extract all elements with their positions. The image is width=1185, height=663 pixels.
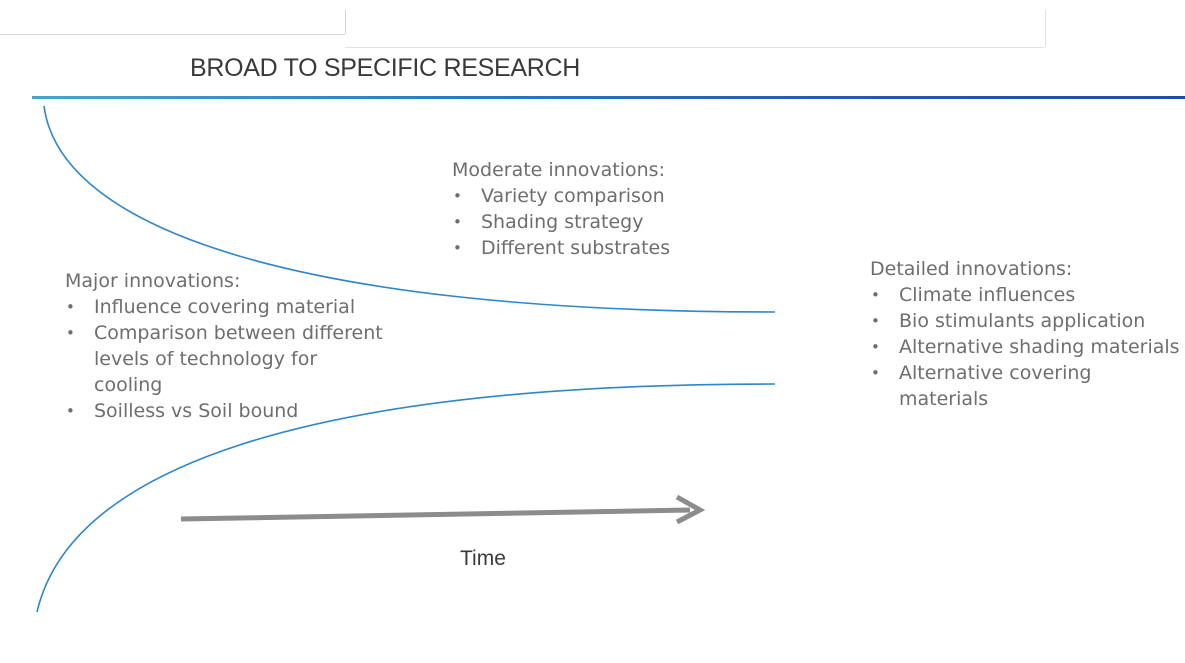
title-underline — [32, 96, 1185, 99]
moderate-innovations-list: Variety comparison Shading strategy Diff… — [452, 183, 712, 261]
list-item: Variety comparison — [452, 183, 712, 209]
list-item: Alternative shading materials — [870, 334, 1180, 360]
list-item: Shading strategy — [452, 209, 712, 235]
list-item: Soilless vs Soil bound — [65, 398, 385, 424]
upper-funnel-curve — [43, 105, 776, 313]
time-arrow-head — [675, 494, 706, 525]
frame-line — [345, 10, 346, 34]
slide-title: BROAD TO SPECIFIC RESEARCH — [190, 54, 580, 82]
frame-line — [345, 47, 1045, 48]
major-innovations-list: Influence covering material Comparison b… — [65, 294, 385, 424]
detailed-innovations-block: Detailed innovations: Climate influences… — [870, 256, 1180, 412]
top-frame-lines — [0, 0, 1185, 50]
frame-line — [0, 34, 345, 35]
time-arrow-shaft — [180, 507, 691, 522]
major-innovations-heading: Major innovations: — [65, 270, 241, 292]
moderate-innovations-heading: Moderate innovations: — [452, 159, 665, 181]
frame-line — [1045, 10, 1046, 47]
lower-funnel-curve — [36, 383, 776, 613]
detailed-innovations-heading: Detailed innovations: — [870, 258, 1073, 280]
list-item: Comparison between different levels of t… — [65, 320, 385, 398]
list-item: Influence covering material — [65, 294, 385, 320]
list-item: Alternative covering materials — [870, 360, 1180, 412]
list-item: Different substrates — [452, 235, 712, 261]
major-innovations-block: Major innovations: Influence covering ma… — [65, 268, 385, 424]
moderate-innovations-block: Moderate innovations: Variety comparison… — [452, 157, 712, 261]
list-item: Bio stimulants application — [870, 308, 1180, 334]
detailed-innovations-list: Climate influences Bio stimulants applic… — [870, 282, 1180, 412]
list-item: Climate influences — [870, 282, 1180, 308]
time-axis-label: Time — [460, 547, 506, 570]
